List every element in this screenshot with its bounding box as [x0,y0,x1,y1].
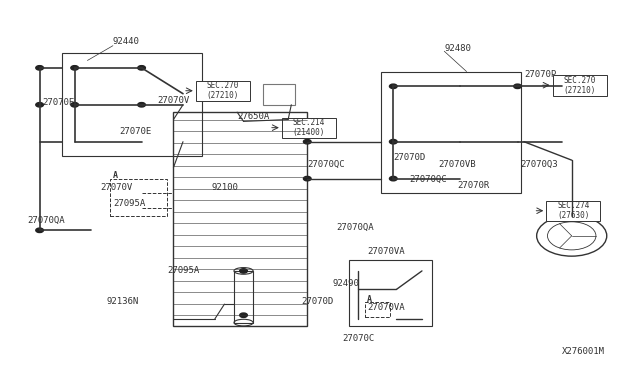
Text: 27070QA: 27070QA [336,223,374,232]
Text: 27650A: 27650A [237,112,269,121]
Circle shape [240,313,247,317]
Circle shape [547,222,596,250]
Text: 27070E: 27070E [119,127,152,136]
Text: 27070P: 27070P [524,70,556,79]
Circle shape [138,65,145,70]
Text: 27070VB: 27070VB [438,160,476,169]
Bar [62,53,202,157]
Text: 92100: 92100 [212,183,239,192]
Text: 27070R: 27070R [457,181,489,190]
Text: A: A [113,171,118,180]
Circle shape [390,140,397,144]
Text: 27070D: 27070D [394,153,426,162]
Text: SEC.274
(27630): SEC.274 (27630) [557,201,589,221]
Text: 27070C: 27070C [342,334,374,343]
Circle shape [303,140,311,144]
Text: 27070VA: 27070VA [368,247,405,256]
Text: 27070QA: 27070QA [27,216,65,225]
Bar [381,71,521,193]
Circle shape [390,84,397,89]
Text: 27070E: 27070E [43,97,75,107]
Circle shape [138,103,145,107]
Text: 92440: 92440 [113,37,140,46]
Circle shape [36,228,44,232]
Bar [262,84,294,105]
Bar [109,179,167,215]
Text: 27070V: 27070V [157,96,189,105]
Text: 27070D: 27070D [301,297,333,306]
Text: SEC.270
(27210): SEC.270 (27210) [563,76,596,95]
Text: 27070QC: 27070QC [307,160,345,169]
Bar [234,271,253,323]
Text: SEC.270
(27210): SEC.270 (27210) [207,81,239,100]
Text: 27095A: 27095A [113,199,145,208]
Bar [546,201,600,221]
Text: 27070V: 27070V [100,183,132,192]
Bar [173,112,307,326]
Text: A: A [367,295,371,304]
Bar [552,75,607,96]
Text: 27070QC: 27070QC [409,175,447,184]
Text: SEC.214
(21400): SEC.214 (21400) [292,118,325,137]
Text: X276001M: X276001M [562,347,605,356]
Text: 92480: 92480 [444,44,471,53]
Circle shape [36,65,44,70]
Text: 27070VA: 27070VA [368,302,405,311]
Circle shape [36,103,44,107]
Text: 27070Q3: 27070Q3 [521,160,558,169]
Circle shape [71,65,79,70]
Text: 92136N: 92136N [106,297,139,306]
Bar [365,302,390,317]
Bar [282,118,336,138]
Circle shape [240,269,247,273]
Circle shape [71,103,79,107]
Text: 27095A: 27095A [167,266,199,275]
Text: 92490: 92490 [333,279,360,288]
Bar [349,260,431,326]
Bar [196,81,250,101]
Circle shape [390,176,397,181]
Circle shape [514,84,522,89]
Circle shape [303,176,311,181]
Circle shape [537,215,607,256]
